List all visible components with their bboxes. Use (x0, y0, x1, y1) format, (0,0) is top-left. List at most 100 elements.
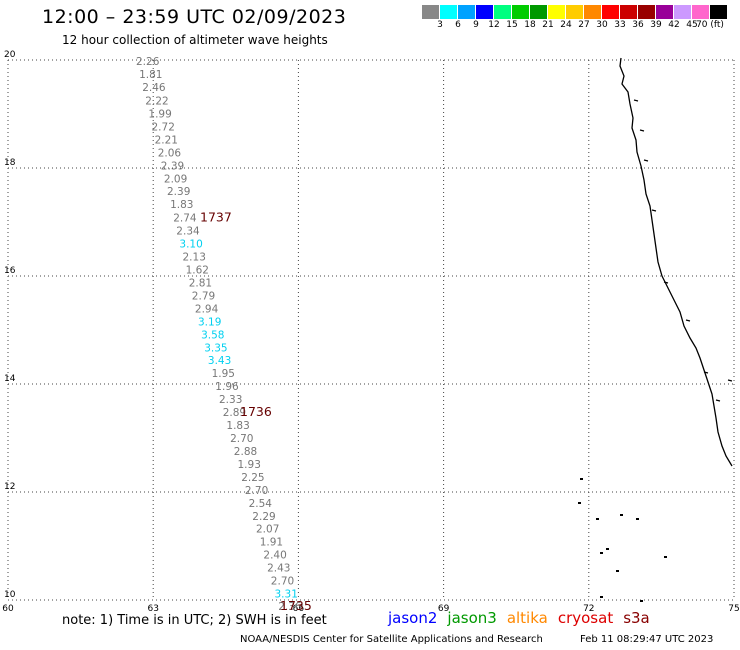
color-legend-label: 33 (614, 20, 626, 30)
coast-inlet (727, 379, 733, 382)
swh-value: 2.09 (164, 173, 187, 185)
coast-inlet (703, 371, 709, 374)
lat-tick-label: 10 (4, 590, 16, 600)
color-legend (422, 5, 728, 19)
swh-value: 2.39 (167, 186, 190, 198)
satellite-legend-item: jason2 (388, 609, 438, 627)
color-legend-label: 45 (686, 20, 698, 30)
generation-timestamp: Feb 11 08:29:47 UTC 2023 (580, 634, 714, 645)
swh-value: 3.31 (275, 589, 298, 601)
swh-value: 1.96 (215, 381, 239, 393)
color-swatch (584, 5, 602, 19)
coast-inlet (643, 159, 649, 162)
swh-value: 1.95 (212, 368, 235, 380)
swh-value: 2.70 (271, 576, 294, 588)
swh-value: 3.43 (208, 355, 231, 367)
swh-value: 2.70 (230, 433, 253, 445)
lon-tick-label: 60 (2, 604, 14, 614)
color-legend-label: 27 (578, 20, 590, 30)
coast-inlet (639, 129, 645, 132)
map-title: 12:00 – 23:59 UTC 02/09/2023 (42, 6, 347, 28)
color-legend-label: 30 (596, 20, 608, 30)
color-swatch (458, 5, 476, 19)
swh-value: 2.39 (161, 160, 184, 172)
swh-value: 2.94 (195, 303, 219, 315)
swh-value: 2.43 (267, 563, 290, 575)
satellite-legend-item: cryosat (557, 609, 614, 627)
lat-tick-label: 16 (4, 266, 16, 276)
swh-value: 2.25 (241, 472, 264, 484)
island (636, 518, 639, 520)
color-legend-label: 39 (650, 20, 662, 30)
color-swatch (422, 5, 440, 19)
swh-value: 1.83 (226, 420, 249, 432)
color-legend-label: 36 (632, 20, 644, 30)
color-swatch (512, 5, 530, 19)
lon-tick-label: 63 (147, 604, 158, 614)
color-swatch (674, 5, 692, 19)
swh-value: 2.40 (263, 550, 286, 562)
satellite-legend-item: altika (506, 609, 548, 627)
island (578, 502, 581, 504)
island (600, 596, 603, 598)
color-swatch (602, 5, 620, 19)
color-swatch (476, 5, 494, 19)
color-swatch (638, 5, 656, 19)
island (640, 600, 643, 602)
pass-time-label: 1735 (280, 598, 312, 613)
swh-value: 1.91 (260, 537, 283, 549)
swh-value: 1.83 (170, 199, 193, 211)
lon-tick-label: 75 (728, 604, 739, 614)
swh-value: 2.26 (136, 56, 160, 68)
island (606, 548, 609, 550)
swh-value: 1.93 (238, 459, 261, 471)
color-legend-label: 42 (668, 20, 680, 30)
swh-value: 2.70 (245, 485, 268, 497)
island (580, 478, 583, 480)
lon-tick-label: 69 (438, 604, 450, 614)
swh-value: 2.36 (278, 601, 302, 613)
pass-time-label: 1737 (200, 210, 232, 225)
color-legend-label: 21 (542, 20, 554, 30)
satellite-legend: jason2 jason3 altika cryosat s3a (388, 609, 660, 627)
swh-value: 2.88 (234, 446, 257, 458)
lat-tick-label: 20 (4, 50, 16, 60)
swh-value: 3.35 (204, 342, 227, 354)
coast-inlet (651, 209, 657, 212)
coast-inlet (715, 399, 721, 402)
color-legend-label: 24 (560, 20, 572, 30)
lon-tick-label: 72 (583, 604, 594, 614)
island (620, 514, 623, 516)
swh-value: 2.34 (176, 226, 200, 238)
color-swatch (548, 5, 566, 19)
color-swatch (656, 5, 674, 19)
coast-inlet (633, 99, 639, 102)
credit-line: NOAA/NESDIS Center for Satellite Applica… (240, 634, 543, 645)
satellite-legend-item: jason3 (447, 609, 497, 627)
swh-value: 1.99 (148, 108, 171, 120)
map-subtitle: 12 hour collection of altimeter wave hei… (62, 33, 328, 47)
swh-value: 2.29 (252, 511, 275, 523)
swh-value: 2.46 (142, 82, 166, 94)
color-swatch (620, 5, 638, 19)
color-swatch (494, 5, 512, 19)
island (600, 552, 603, 554)
color-swatch (530, 5, 548, 19)
swh-value: 2.72 (152, 121, 175, 133)
color-legend-label: 18 (524, 20, 536, 30)
island (616, 570, 619, 572)
color-swatch (440, 5, 458, 19)
swh-value: 2.21 (155, 134, 178, 146)
swh-value: 2.22 (145, 96, 168, 108)
swh-value: 2.13 (183, 252, 206, 264)
swh-value: 1.81 (139, 69, 162, 81)
lat-tick-label: 12 (4, 482, 15, 492)
swh-value: 2.06 (158, 147, 182, 159)
color-swatch (692, 5, 710, 19)
island (664, 556, 667, 558)
pass-time-label: 1736 (240, 404, 272, 419)
swh-value: 2.07 (256, 524, 279, 536)
lat-tick-label: 14 (4, 374, 16, 384)
swh-value: 3.19 (198, 316, 221, 328)
color-swatch (566, 5, 584, 19)
